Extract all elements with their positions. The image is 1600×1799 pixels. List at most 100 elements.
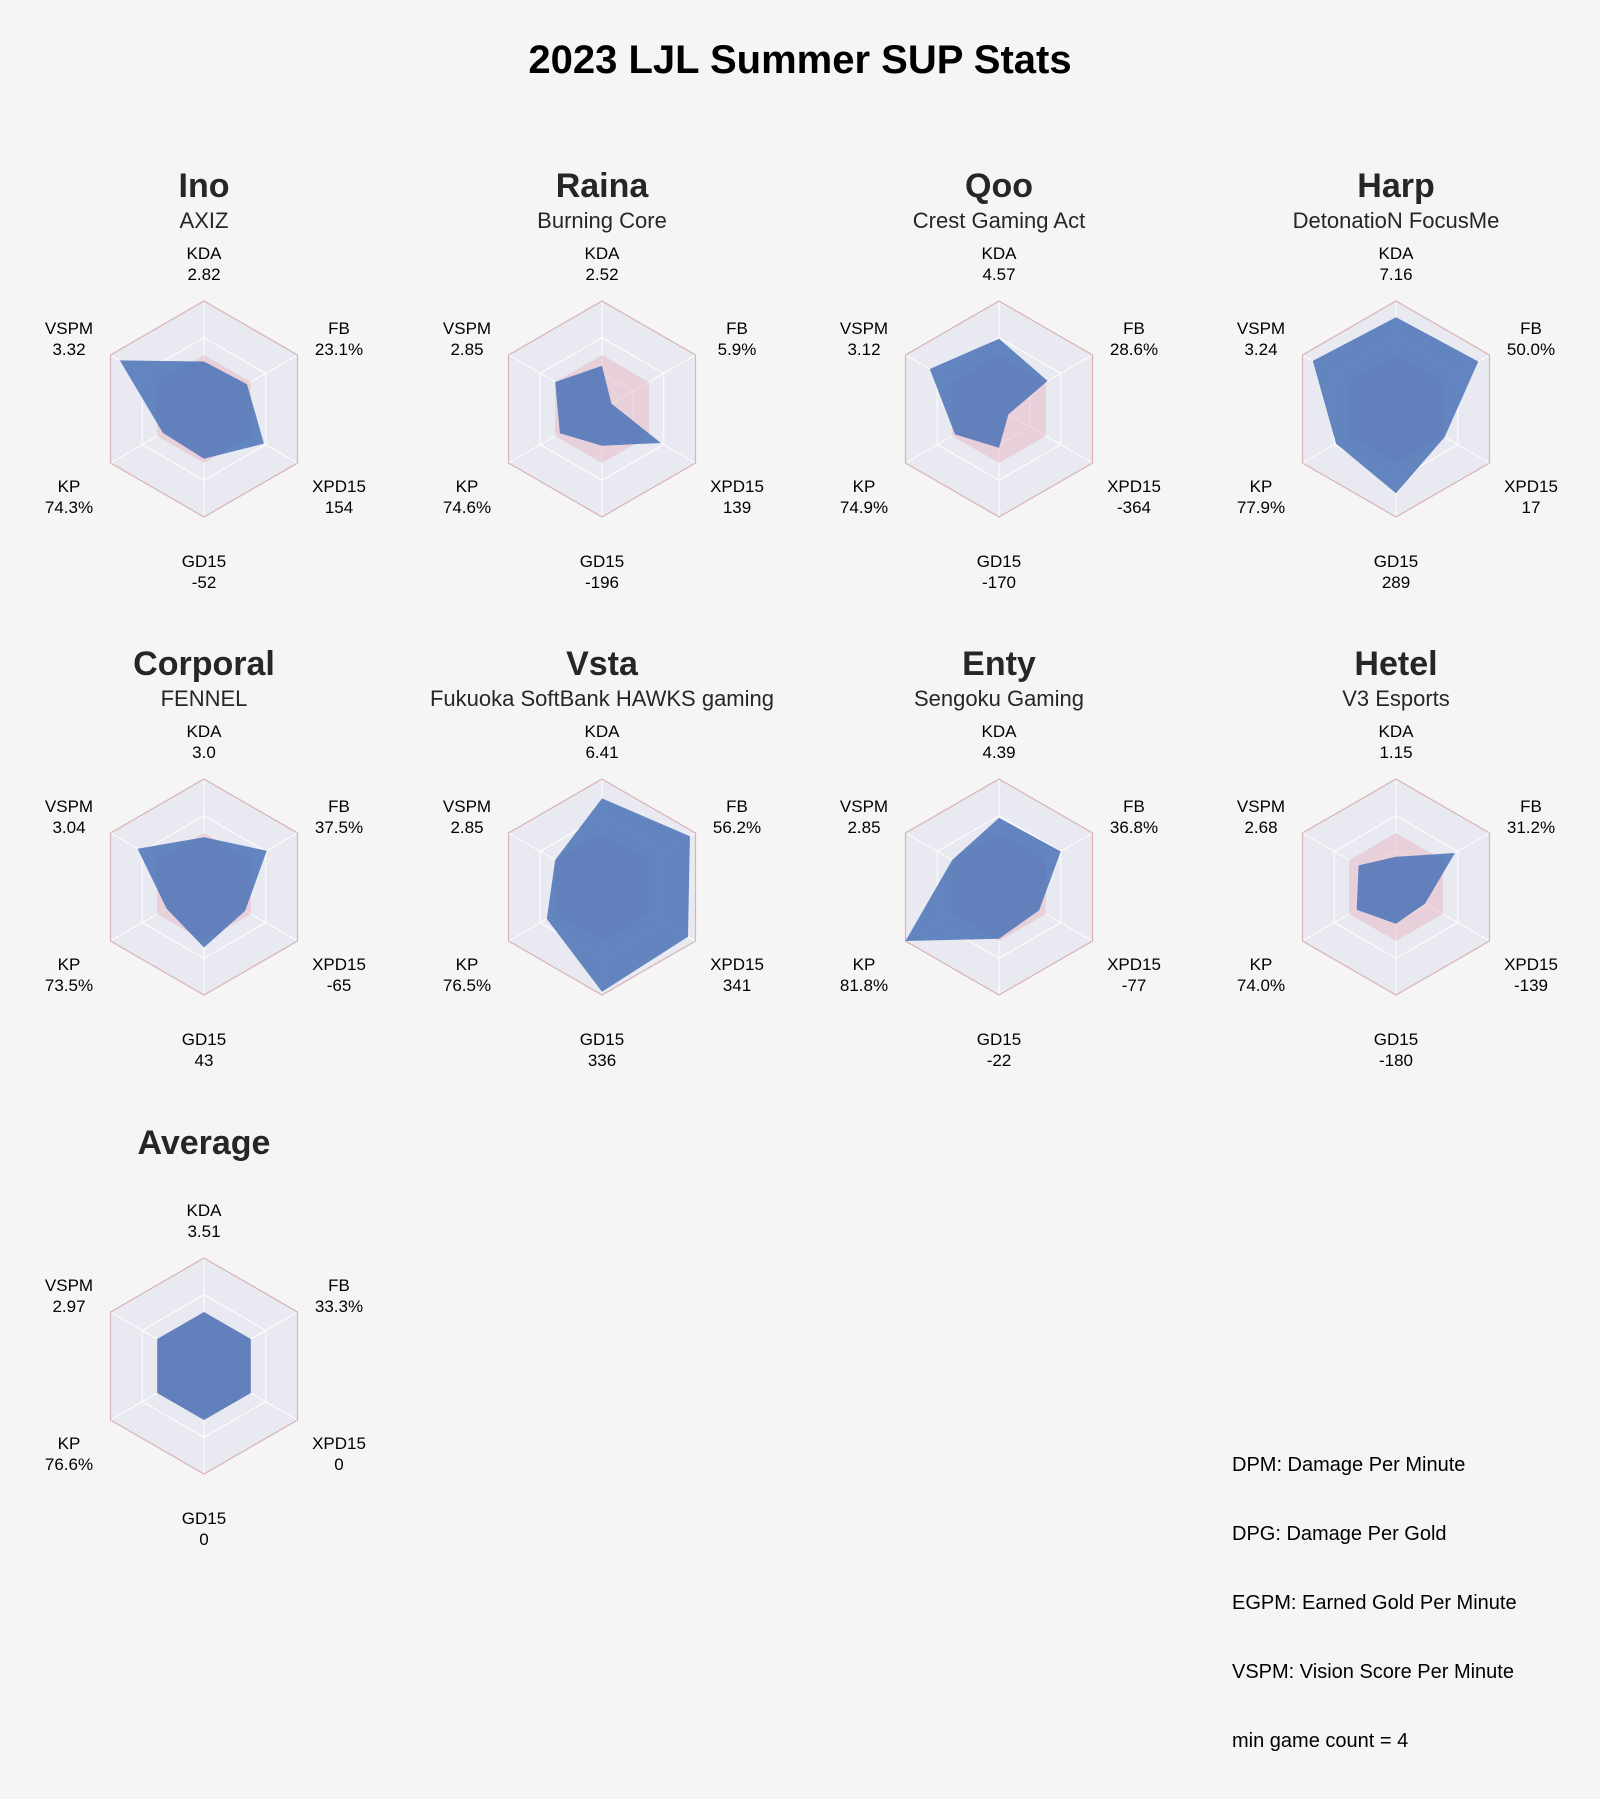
axis-value-kda: 4.57: [982, 265, 1015, 284]
axis-label-gd15: GD15: [182, 552, 226, 571]
axis-label-kda: KDA: [982, 244, 1018, 263]
axis-value-fb: 33.3%: [315, 1297, 363, 1316]
radar-chart-vsta: Vsta Fukuoka SoftBank HAWKS gaming KDA 6.41…: [430, 645, 774, 1070]
team-name: V3 Esports: [1342, 686, 1450, 711]
axis-label-xpd15: XPD15: [1504, 477, 1558, 496]
axis-value-fb: 37.5%: [315, 818, 363, 837]
axis-value-gd15: 289: [1382, 573, 1410, 592]
axis-label-kp: KP: [853, 477, 876, 496]
axis-label-gd15: GD15: [580, 1030, 624, 1049]
axis-value-kp: 74.9%: [840, 498, 888, 517]
axis-label-xpd15: XPD15: [710, 955, 764, 974]
axis-value-gd15: -22: [987, 1051, 1012, 1070]
player-name: Qoo: [965, 167, 1033, 205]
axis-label-gd15: GD15: [580, 552, 624, 571]
player-area: [555, 365, 661, 446]
axis-label-gd15: GD15: [182, 1509, 226, 1528]
axis-label-kda: KDA: [1379, 722, 1415, 741]
axis-value-xpd15: -364: [1117, 498, 1151, 517]
player-area: [546, 798, 690, 992]
player-area: [119, 360, 264, 459]
axis-value-kda: 3.51: [187, 1222, 220, 1241]
axis-value-fb: 36.8%: [1110, 818, 1158, 837]
axis-label-gd15: GD15: [1374, 1030, 1418, 1049]
team-name: FENNEL: [161, 686, 248, 711]
axis-label-kda: KDA: [187, 1201, 223, 1220]
figure: 2023 LJL Summer SUP Stats Ino AXIZ KDA 2.82…: [45, 38, 1558, 1752]
axis-label-kp: KP: [58, 955, 81, 974]
axis-value-fb: 28.6%: [1110, 340, 1158, 359]
outer-frame: [1301, 778, 1491, 996]
team-name: DetonatioN FocusMe: [1293, 208, 1500, 233]
outer-frame: [109, 300, 299, 518]
player-area: [929, 338, 1048, 448]
axis-value-fb: 31.2%: [1507, 818, 1555, 837]
axis-label-vspm: VSPM: [45, 319, 93, 338]
axis-label-kp: KP: [1250, 955, 1273, 974]
player-name: Enty: [962, 645, 1036, 683]
axis-label-fb: FB: [328, 319, 350, 338]
outer-frame: [109, 778, 299, 996]
note-line: VSPM: Vision Score Per Minute: [1232, 1661, 1514, 1683]
axis-label-gd15: GD15: [977, 552, 1021, 571]
player-area: [1356, 853, 1455, 924]
note-line: DPM: Damage Per Minute: [1232, 1454, 1466, 1476]
axis-label-fb: FB: [1123, 319, 1145, 338]
axis-value-gd15: -170: [982, 573, 1016, 592]
team-name: Crest Gaming Act: [913, 208, 1085, 233]
axis-value-vspm: 2.68: [1244, 818, 1277, 837]
axis-label-vspm: VSPM: [443, 319, 491, 338]
axis-value-kp: 74.0%: [1237, 976, 1285, 995]
axis-label-vspm: VSPM: [840, 797, 888, 816]
figure-title: 2023 LJL Summer SUP Stats: [528, 38, 1072, 82]
axis-label-fb: FB: [1520, 319, 1542, 338]
player-name: Raina: [556, 167, 650, 205]
axis-label-kda: KDA: [982, 722, 1018, 741]
axis-value-kp: 76.6%: [45, 1455, 93, 1474]
axis-value-xpd15: -139: [1514, 976, 1548, 995]
axis-value-kp: 81.8%: [840, 976, 888, 995]
axis-value-gd15: -180: [1379, 1051, 1413, 1070]
axis-label-fb: FB: [328, 797, 350, 816]
axis-value-vspm: 2.97: [52, 1297, 85, 1316]
axis-label-xpd15: XPD15: [312, 955, 366, 974]
player-name: Ino: [179, 167, 230, 205]
radar-chart-raina: Raina Burning Core KDA 2.52 FB 5.9% XPD15 139 GD…: [443, 167, 764, 592]
axis-label-kda: KDA: [1379, 244, 1415, 263]
axis-label-xpd15: XPD15: [312, 477, 366, 496]
axis-value-xpd15: 0: [334, 1455, 343, 1474]
axis-label-vspm: VSPM: [1237, 797, 1285, 816]
axis-label-vspm: VSPM: [443, 797, 491, 816]
note-line: min game count = 4: [1232, 1730, 1409, 1752]
axis-label-fb: FB: [1520, 797, 1542, 816]
axis-value-kda: 1.15: [1379, 743, 1412, 762]
axis-label-fb: FB: [726, 319, 748, 338]
radar-charts: Ino AXIZ KDA 2.82 FB 23.1% XPD15 154 GD15 -52 KP 74…: [45, 167, 1558, 1549]
axis-value-vspm: 2.85: [450, 340, 483, 359]
axis-label-kda: KDA: [585, 244, 621, 263]
axis-value-gd15: 0: [199, 1530, 208, 1549]
axis-value-xpd15: 17: [1522, 498, 1541, 517]
axis-value-vspm: 3.04: [52, 818, 85, 837]
axis-label-xpd15: XPD15: [1107, 955, 1161, 974]
outer-frame: [507, 778, 697, 996]
axis-label-fb: FB: [1123, 797, 1145, 816]
team-name: Sengoku Gaming: [914, 686, 1084, 711]
axis-label-xpd15: XPD15: [1504, 955, 1558, 974]
axis-label-vspm: VSPM: [45, 797, 93, 816]
axis-value-kp: 77.9%: [1237, 498, 1285, 517]
axis-value-vspm: 2.85: [450, 818, 483, 837]
radar-chart-average: Average KDA 3.51 FB 33.3% XPD15 0 GD15 0 KP 76.6% V…: [45, 1124, 366, 1549]
player-area: [1312, 317, 1479, 494]
axis-value-fb: 50.0%: [1507, 340, 1555, 359]
radar-chart-enty: Enty Sengoku Gaming KDA 4.39 FB 36.8% XPD15 -77…: [840, 645, 1161, 1070]
axis-value-gd15: -196: [585, 573, 619, 592]
axis-value-vspm: 3.24: [1244, 340, 1277, 359]
player-name: Average: [138, 1124, 271, 1162]
axis-value-kda: 3.0: [192, 743, 216, 762]
axis-label-kda: KDA: [585, 722, 621, 741]
axis-value-vspm: 3.12: [847, 340, 880, 359]
axis-label-vspm: VSPM: [45, 1276, 93, 1295]
axis-label-gd15: GD15: [1374, 552, 1418, 571]
radar-chart-ino: Ino AXIZ KDA 2.82 FB 23.1% XPD15 154 GD15 -52 KP 74…: [45, 167, 366, 592]
